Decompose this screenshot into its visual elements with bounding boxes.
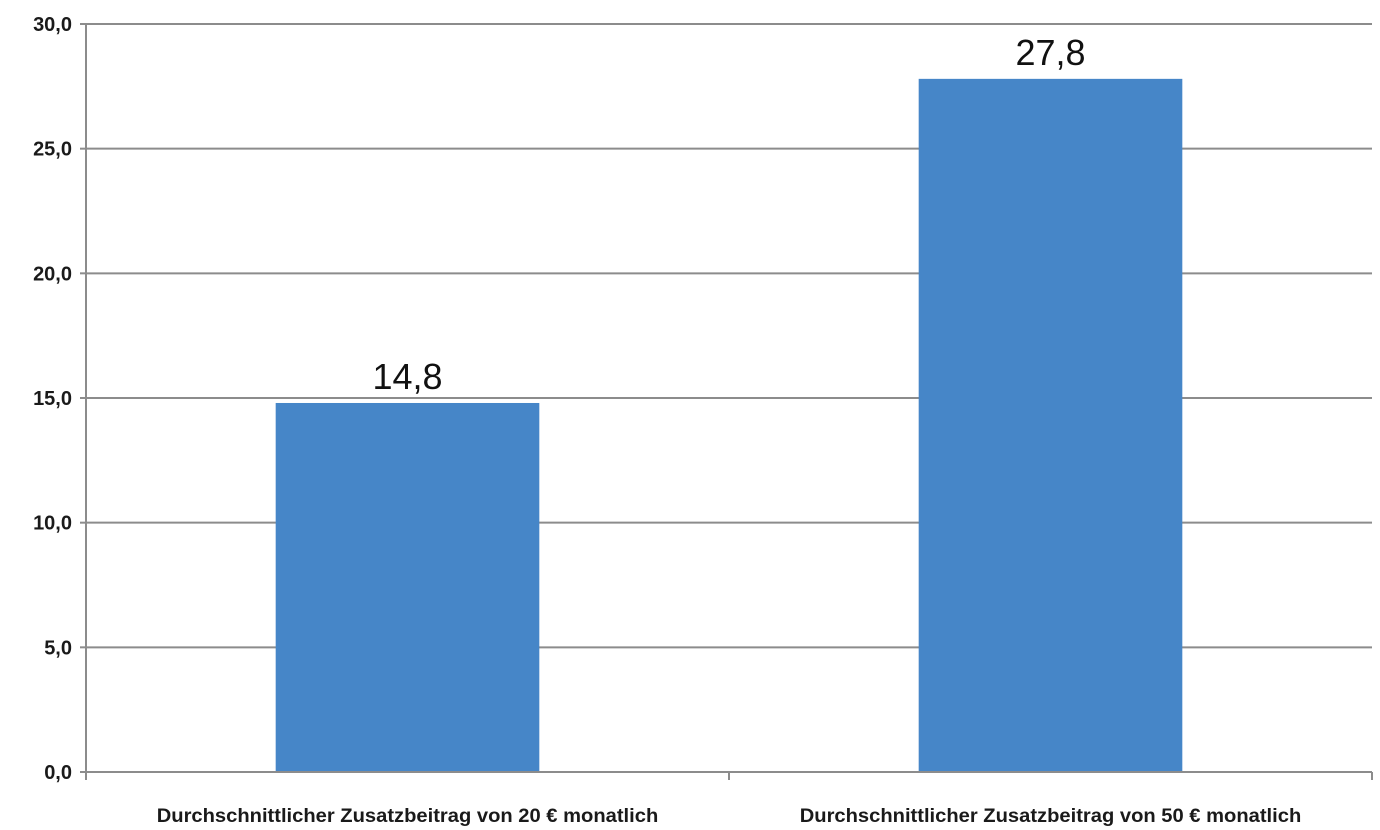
data-label-0: 14,8 bbox=[372, 356, 442, 397]
y-tick-label-5: 25,0 bbox=[33, 139, 72, 161]
bar-0 bbox=[275, 402, 540, 772]
x-tick-label-1: Durchschnittlicher Zusatzbeitrag von 50 … bbox=[800, 806, 1302, 827]
y-tick-label-6: 30,0 bbox=[33, 14, 72, 36]
bars bbox=[275, 78, 1183, 772]
y-tick-label-1: 5,0 bbox=[44, 637, 72, 659]
labels: 0,0 5,0 10,0 15,0 20,0 25,0 30,0 14,8 Durchschni… bbox=[33, 14, 1301, 827]
y-tick-label-3: 15,0 bbox=[33, 388, 72, 410]
data-label-1: 27,8 bbox=[1015, 32, 1085, 73]
y-tick-label-4: 20,0 bbox=[33, 263, 72, 285]
x-tick-label-0: Durchschnittlicher Zusatzbeitrag von 20 … bbox=[157, 806, 659, 827]
axes bbox=[80, 23, 1373, 780]
bar-1 bbox=[918, 78, 1183, 772]
y-tick-label-2: 10,0 bbox=[33, 513, 72, 535]
y-tick-label-0: 0,0 bbox=[44, 762, 72, 784]
